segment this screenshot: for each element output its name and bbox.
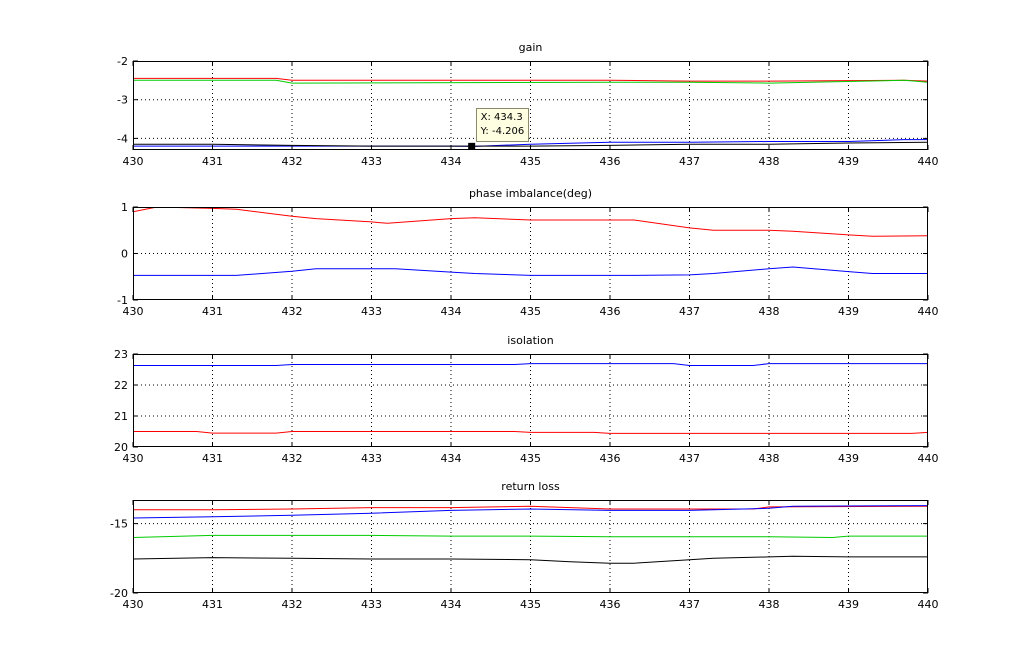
return-loss-xtick-label: 440 xyxy=(918,598,939,611)
isolation-xtick-label: 437 xyxy=(679,452,700,465)
isolation-ytick-label: 23 xyxy=(114,348,128,361)
gain-xtick-label: 432 xyxy=(282,155,303,168)
datatip-marker[interactable] xyxy=(468,142,476,150)
datatip-y-label: Y: -4.206 xyxy=(480,126,525,138)
gain-xtick-label: 437 xyxy=(679,155,700,168)
isolation-xtick-label: 440 xyxy=(918,452,939,465)
return-loss-xtick-label: 432 xyxy=(282,598,303,611)
isolation-xtick-label: 434 xyxy=(441,452,462,465)
phase-imbalance-deg-xtick-label: 432 xyxy=(282,305,303,318)
gain-axes: 430 431 432 433 434 435 436 437 438 439 440 -2 -3 -4 g… xyxy=(117,41,938,168)
return-loss-axes: 430 431 432 433 434 435 436 437 438 439 440 -15 -20 r… xyxy=(110,480,938,611)
return-loss-series-2 xyxy=(133,505,928,519)
gain-series-2 xyxy=(133,79,928,84)
phase-imbalance-deg-plot-area xyxy=(133,207,928,300)
isolation-ytick-label: 21 xyxy=(114,410,128,423)
return-loss-xtick-label: 433 xyxy=(361,598,382,611)
gain-xtick-label: 430 xyxy=(123,155,144,168)
phase-imbalance-deg-xtick-label: 436 xyxy=(600,305,621,318)
return-loss-series-3 xyxy=(133,534,928,539)
gain-xtick-label: 435 xyxy=(520,155,541,168)
phase-imbalance-deg-series-2 xyxy=(133,266,928,276)
gain-xtick-label: 438 xyxy=(759,155,780,168)
return-loss-xtick-label: 431 xyxy=(202,598,223,611)
phase-imbalance-deg-ytick-label: 0 xyxy=(121,248,128,261)
return-loss-xtick-label: 430 xyxy=(123,598,144,611)
data-cursor-tooltip[interactable]: X: 434.3 Y: -4.206 xyxy=(475,108,530,143)
gain-title: gain xyxy=(519,41,543,54)
return-loss-ytick-label: -20 xyxy=(110,587,128,600)
datatip-x-label: X: 434.3 xyxy=(480,112,523,124)
isolation-ytick-label: 20 xyxy=(114,441,128,454)
gain-xtick-label: 436 xyxy=(600,155,621,168)
isolation-ytick-label: 22 xyxy=(114,379,128,392)
phase-imbalance-deg-xtick-label: 433 xyxy=(361,305,382,318)
gain-ytick-label: -2 xyxy=(117,55,128,68)
phase-imbalance-deg-title: phase imbalance(deg) xyxy=(469,187,592,200)
gain-xtick-label: 439 xyxy=(838,155,859,168)
isolation-xtick-label: 436 xyxy=(600,452,621,465)
return-loss-xtick-label: 439 xyxy=(838,598,859,611)
isolation-series-2 xyxy=(133,431,928,434)
return-loss-xtick-label: 438 xyxy=(759,598,780,611)
gain-series-4 xyxy=(133,141,928,147)
return-loss-title: return loss xyxy=(501,480,560,493)
return-loss-xtick-label: 437 xyxy=(679,598,700,611)
gain-xtick-label: 434 xyxy=(441,155,462,168)
phase-imbalance-deg-xtick-label: 437 xyxy=(679,305,700,318)
return-loss-xtick-label: 436 xyxy=(600,598,621,611)
return-loss-series-4 xyxy=(133,555,928,564)
return-loss-plot-area xyxy=(133,500,928,593)
phase-imbalance-deg-xtick-label: 439 xyxy=(838,305,859,318)
phase-imbalance-deg-xtick-label: 431 xyxy=(202,305,223,318)
isolation-xtick-label: 438 xyxy=(759,452,780,465)
phase-imbalance-deg-xtick-label: 438 xyxy=(759,305,780,318)
isolation-xtick-label: 439 xyxy=(838,452,859,465)
gain-xtick-label: 440 xyxy=(918,155,939,168)
isolation-xtick-label: 430 xyxy=(123,452,144,465)
phase-imbalance-deg-xtick-label: 430 xyxy=(123,305,144,318)
phase-imbalance-deg-xtick-label: 435 xyxy=(520,305,541,318)
phase-imbalance-deg-xtick-label: 440 xyxy=(918,305,939,318)
gain-xtick-label: 431 xyxy=(202,155,223,168)
gain-ytick-label: -4 xyxy=(117,132,128,145)
isolation-xtick-label: 433 xyxy=(361,452,382,465)
phase-imbalance-deg-series-1 xyxy=(133,207,928,237)
isolation-series-1 xyxy=(133,363,928,366)
isolation-axes: 430 431 432 433 434 435 436 437 438 439 440 23 22 21 2… xyxy=(114,334,939,465)
phase-imbalance-deg-ytick-label: -1 xyxy=(117,294,128,307)
return-loss-xtick-label: 434 xyxy=(441,598,462,611)
gain-xtick-label: 433 xyxy=(361,155,382,168)
gain-ytick-label: -3 xyxy=(117,94,128,107)
return-loss-ytick-label: -15 xyxy=(110,518,128,531)
isolation-title: isolation xyxy=(507,334,553,347)
isolation-xtick-label: 432 xyxy=(282,452,303,465)
isolation-xtick-label: 435 xyxy=(520,452,541,465)
isolation-xtick-label: 431 xyxy=(202,452,223,465)
return-loss-xtick-label: 435 xyxy=(520,598,541,611)
phase-imbalance-deg-ytick-label: 1 xyxy=(121,201,128,214)
phase-imbalance-deg-axes: 430 431 432 433 434 435 436 437 438 439 440 1 0 -1 pha… xyxy=(117,187,938,318)
isolation-plot-area xyxy=(133,354,928,447)
phase-imbalance-deg-xtick-label: 434 xyxy=(441,305,462,318)
